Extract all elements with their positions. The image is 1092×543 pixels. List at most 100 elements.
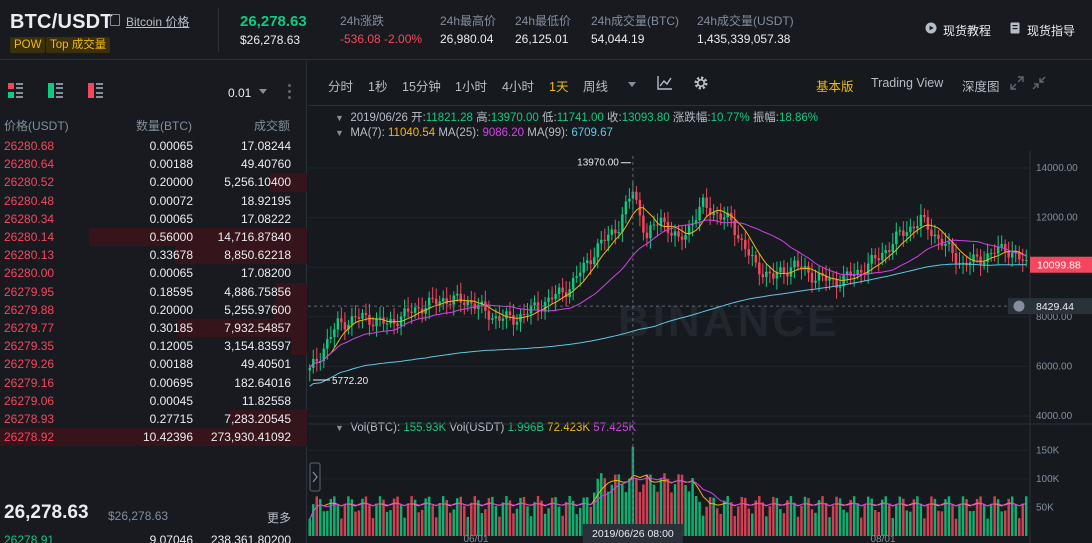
gear-icon[interactable] [693,75,709,91]
volume-bar [508,500,512,536]
volume-bar [498,516,501,536]
ask-row[interactable]: 26280.00 0.00065 17.08200 [0,264,307,282]
ask-total: 182.64016 [234,375,291,390]
candle-body [522,313,526,315]
candle-body [371,324,375,327]
depth-bar [270,173,307,192]
play-circle-icon[interactable] [925,22,937,34]
coin-info-link[interactable]: Bitcoin 价格 [126,15,190,29]
spot-guide-link[interactable]: 现货指导 [1027,24,1076,38]
ask-row[interactable]: 26278.92 10.42396 273,930.41092 [0,428,307,447]
candle-body [866,263,870,275]
candle-body [982,262,986,265]
ask-row[interactable]: 26280.34 0.00065 17.08222 [0,210,307,228]
ask-row[interactable]: 26280.68 0.00065 17.08244 [0,137,307,155]
candle-body [1021,259,1024,261]
volume-bar [477,500,480,536]
tab-timeframe-1d[interactable]: 1天 [549,80,569,94]
volume-bar [396,496,399,536]
ask-row[interactable]: 26280.52 0.20000 5,256.10400 [0,173,307,192]
volume-bar [410,496,413,536]
tab-timeframe-1s[interactable]: 1秒 [368,80,388,94]
candle-body [413,307,417,313]
candle-body [800,266,803,269]
volume-bar [1014,504,1017,536]
tab-timeframe-1h[interactable]: 1小时 [455,80,487,94]
ask-row[interactable]: 26279.26 0.00188 49.40501 [0,355,307,373]
candle-body [568,289,571,298]
candle-body [526,313,529,315]
more-dots-icon[interactable] [288,84,291,99]
tab-timeframe-week[interactable]: 周线 [583,80,609,94]
expand-icon[interactable] [1010,76,1024,90]
chevron-down-icon[interactable] [259,89,267,94]
ask-row[interactable]: 26280.14 0.56000 14,716.87840 [0,228,307,247]
tab-view-depth[interactable]: 深度图 [962,80,1000,94]
orderbook-bids-view-icon[interactable] [48,83,64,99]
candle-body [459,293,463,303]
ask-total: 49.40760 [240,157,291,172]
ask-row[interactable]: 26279.16 0.00695 182.64016 [0,374,307,392]
timeframe-more-chevron-down-icon[interactable] [628,82,636,87]
volume-bar [923,518,926,536]
precision-select[interactable]: 0.01 [228,86,252,100]
candle-body [508,311,512,315]
ask-row[interactable]: 26279.95 0.18595 4,886.75856 [0,282,307,301]
info-document-icon[interactable] [110,14,120,26]
shrink-icon[interactable] [1032,76,1046,90]
spot-tutorial-link[interactable]: 现货教程 [943,24,992,38]
ask-amount: 10.42396 [142,430,193,445]
volume-bar [378,496,382,536]
tab-timeframe-time[interactable]: 分时 [328,80,354,94]
tag-badge-pow[interactable]: POW [10,37,46,53]
depth-bar [89,228,307,247]
ask-row[interactable]: 26279.88 0.20000 5,255.97600 [0,300,307,319]
ask-price: 26280.13 [4,248,55,263]
ask-row[interactable]: 26280.64 0.00188 49.40760 [0,155,307,173]
ask-amount: 0.18595 [149,284,193,299]
volume-bar [940,511,944,536]
volume-bar [796,516,800,536]
ask-row[interactable]: 26279.06 0.00045 11.82558 [0,392,307,410]
volume-bar [308,518,311,536]
candle-body [326,339,329,349]
ask-row[interactable]: 26279.35 0.12005 3,154.83597 [0,337,307,356]
ask-row[interactable]: 26279.77 0.30185 7,932.54857 [0,319,307,338]
candlestick-chart[interactable]: BINANCE14000.0012000.0010000.008000.0060… [308,106,1092,543]
ask-row[interactable]: 26280.13 0.33678 8,850.62218 [0,246,307,265]
candle-body [533,302,536,306]
ask-row[interactable]: 26278.93 0.27715 7,283.20545 [0,410,307,429]
candle-body [705,197,708,209]
tab-timeframe-15m[interactable]: 15分钟 [402,80,441,94]
orderbook-both-view-icon[interactable] [8,83,24,99]
orderbook-asks-view-icon[interactable] [88,83,104,99]
volume-bar [866,496,870,536]
mid-price: 26,278.63 [4,502,89,523]
candle-body [642,215,645,233]
more-link[interactable]: 更多 [267,511,292,525]
ask-amount: 0.20000 [149,302,193,317]
tab-view-tradingview[interactable]: Trading View [871,76,944,90]
bid-row[interactable]: 26278.91 9.07046 238,361.80200 [0,531,307,543]
candle-body [838,286,842,288]
tab-timeframe-4h[interactable]: 4小时 [502,80,534,94]
candle-body [986,253,989,263]
indicator-chart-icon[interactable] [657,76,673,90]
candle-body [610,229,614,235]
candle-body [621,214,624,232]
volume-bar [961,496,965,536]
candle-body [747,249,751,256]
volume-bar [975,498,979,536]
volume-bar [438,502,441,536]
ask-row[interactable]: 26280.48 0.00072 18.92195 [0,192,307,210]
document-icon[interactable] [1009,22,1021,34]
candle-body [628,198,631,202]
tag-badge-top-volume[interactable]: Top 成交量 [46,37,111,53]
volume-bar [965,499,968,536]
symbol-title[interactable]: BTC/USDT [10,11,113,33]
ma99-line [309,263,1027,387]
volume-bar [385,511,389,536]
current-price-tag: 10099.88 [1037,260,1081,272]
volume-bar [768,506,772,536]
tab-view-basic[interactable]: 基本版 [816,80,854,94]
